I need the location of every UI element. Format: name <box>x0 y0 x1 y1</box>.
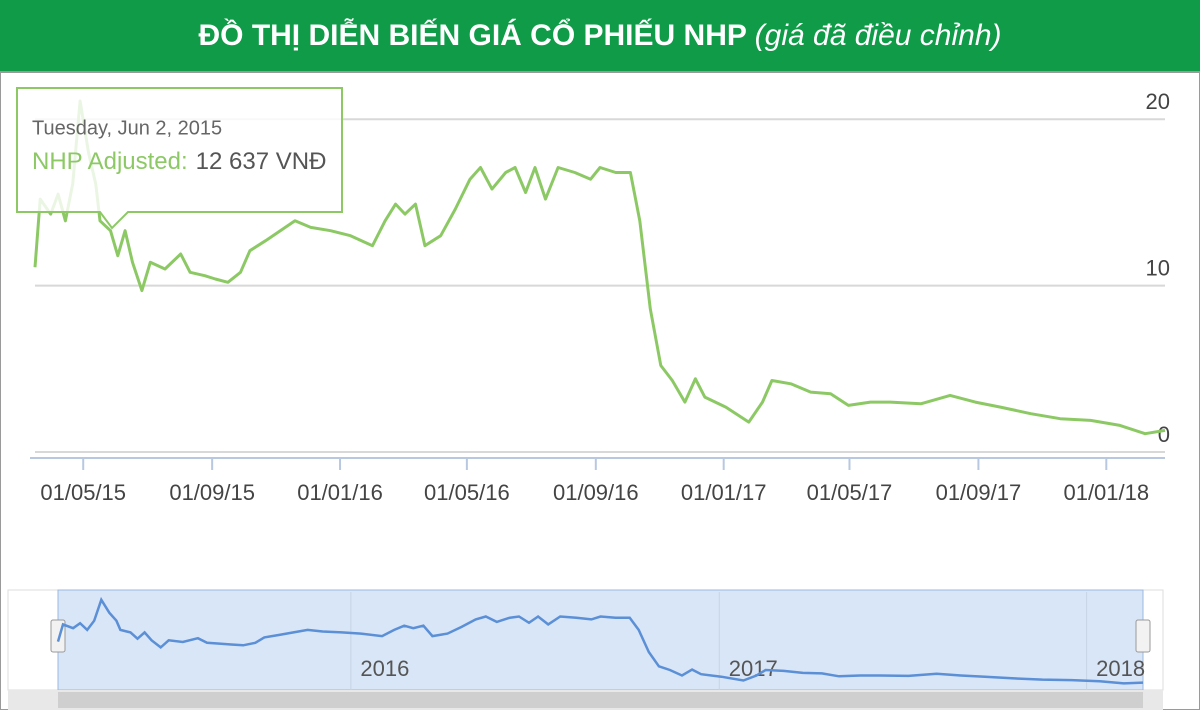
navigator-handle[interactable] <box>1135 619 1151 653</box>
chart-title: ĐỒ THỊ DIỄN BIẾN GIÁ CỔ PHIẾU NHP <box>198 19 747 52</box>
scrollbar-thumb[interactable] <box>58 692 1143 708</box>
chart-subtitle: (giá đã điều chỉnh) <box>754 19 1002 52</box>
x-tick-label: 01/09/17 <box>936 480 1022 505</box>
x-tick-label: 01/01/18 <box>1063 480 1149 505</box>
navigator-label: 2018 <box>1096 656 1145 681</box>
tooltip: Tuesday, Jun 2, 2015 NHP Adjusted: 12 637 … <box>16 87 343 230</box>
y-tick-label: 10 <box>1146 255 1170 280</box>
x-tick-label: 01/05/16 <box>424 480 510 505</box>
x-tick-label: 01/09/15 <box>169 480 255 505</box>
x-tick-label: 01/09/16 <box>553 480 639 505</box>
x-tick-label: 01/05/17 <box>807 480 893 505</box>
x-tick-label: 01/05/15 <box>40 480 126 505</box>
tooltip-box <box>16 87 343 230</box>
tooltip-date: Tuesday, Jun 2, 2015 <box>32 117 222 139</box>
tooltip-value-line: NHP Adjusted: 12 637 VNĐ <box>32 148 326 175</box>
y-tick-label: 0 <box>1158 422 1170 447</box>
frame <box>0 71 1200 710</box>
tooltip-value: 12 637 VNĐ <box>196 148 327 175</box>
tooltip-series: NHP Adjusted: <box>32 148 188 175</box>
navigator-line <box>56 596 1144 685</box>
header-bar: ĐỒ THỊ DIỄN BIẾN GIÁ CỔ PHIẾU NHP (giá đ… <box>0 0 1200 72</box>
navigator-selection[interactable] <box>57 589 1144 691</box>
x-tick-label: 01/01/16 <box>297 480 383 505</box>
y-tick-label: 20 <box>1146 89 1170 114</box>
x-tick-label: 01/01/17 <box>681 480 767 505</box>
navigator-label: 2016 <box>360 656 409 681</box>
price-line <box>33 99 1166 436</box>
